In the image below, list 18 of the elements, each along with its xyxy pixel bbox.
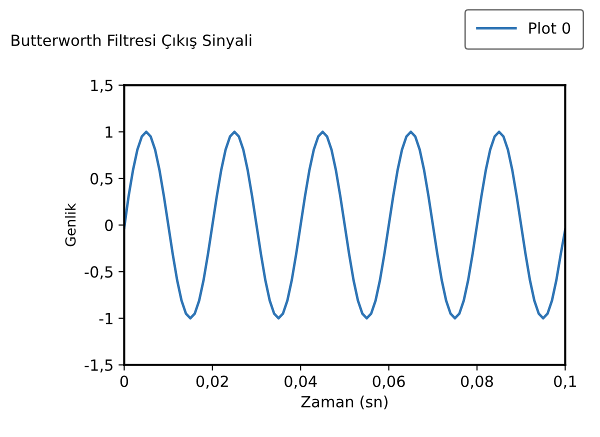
- y-tick-label: -1,5: [84, 360, 112, 372]
- legend-label: Plot 0: [529, 22, 570, 34]
- x-tick-label: 0,06: [372, 376, 405, 389]
- x-tick-label: 0,1: [554, 376, 576, 389]
- x-tick-label: 0,08: [461, 376, 493, 389]
- x-axis-title: Zaman (sn): [301, 396, 388, 410]
- y-tick-label: -0,5: [84, 266, 112, 280]
- line-series: [124, 130, 566, 320]
- y-tick-label: 0,5: [90, 172, 112, 186]
- y-tick-label: 0: [105, 220, 113, 232]
- x-tick-label: 0,04: [284, 376, 317, 389]
- chart-title: Butterworth Filtresi Çıkış Sinyali: [12, 34, 252, 50]
- y-tick-label: 1: [106, 126, 112, 138]
- y-tick-label: -1: [99, 312, 112, 324]
- x-tick-label: 0: [120, 376, 128, 388]
- y-axis-title: Genlik: [64, 203, 76, 246]
- y-tick-label: 1,5: [91, 80, 112, 93]
- x-tick-label: 0,02: [196, 376, 228, 389]
